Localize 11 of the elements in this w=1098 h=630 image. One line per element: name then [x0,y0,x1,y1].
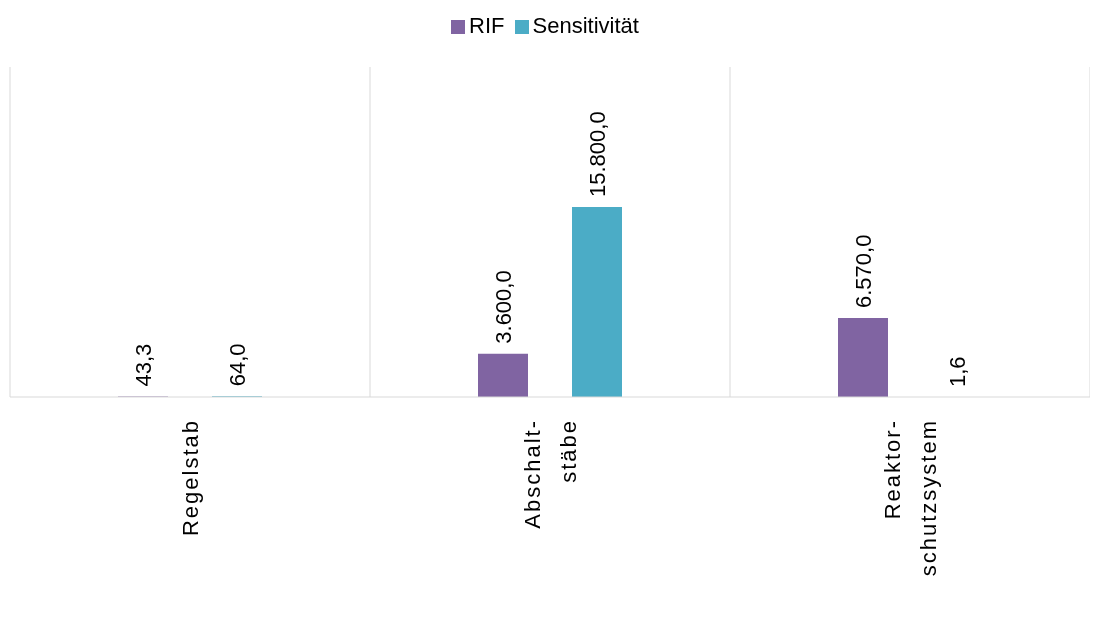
legend-label: RIF [469,13,505,38]
data-label: 6.570,0 [851,234,876,308]
data-label: 43,3 [131,343,156,387]
data-label: 15.800,0 [585,111,610,197]
x-tick-label: Abschalt- stäbe [520,419,581,529]
legend-label: Sensitivität [532,13,639,38]
x-tick-label: Reaktor- schutzsystem [880,419,941,577]
x-tick-label: Regelstab [178,419,203,537]
data-label: 3.600,0 [491,270,516,344]
data-label: 64,0 [225,343,250,387]
data-label: 1,6 [945,356,970,387]
